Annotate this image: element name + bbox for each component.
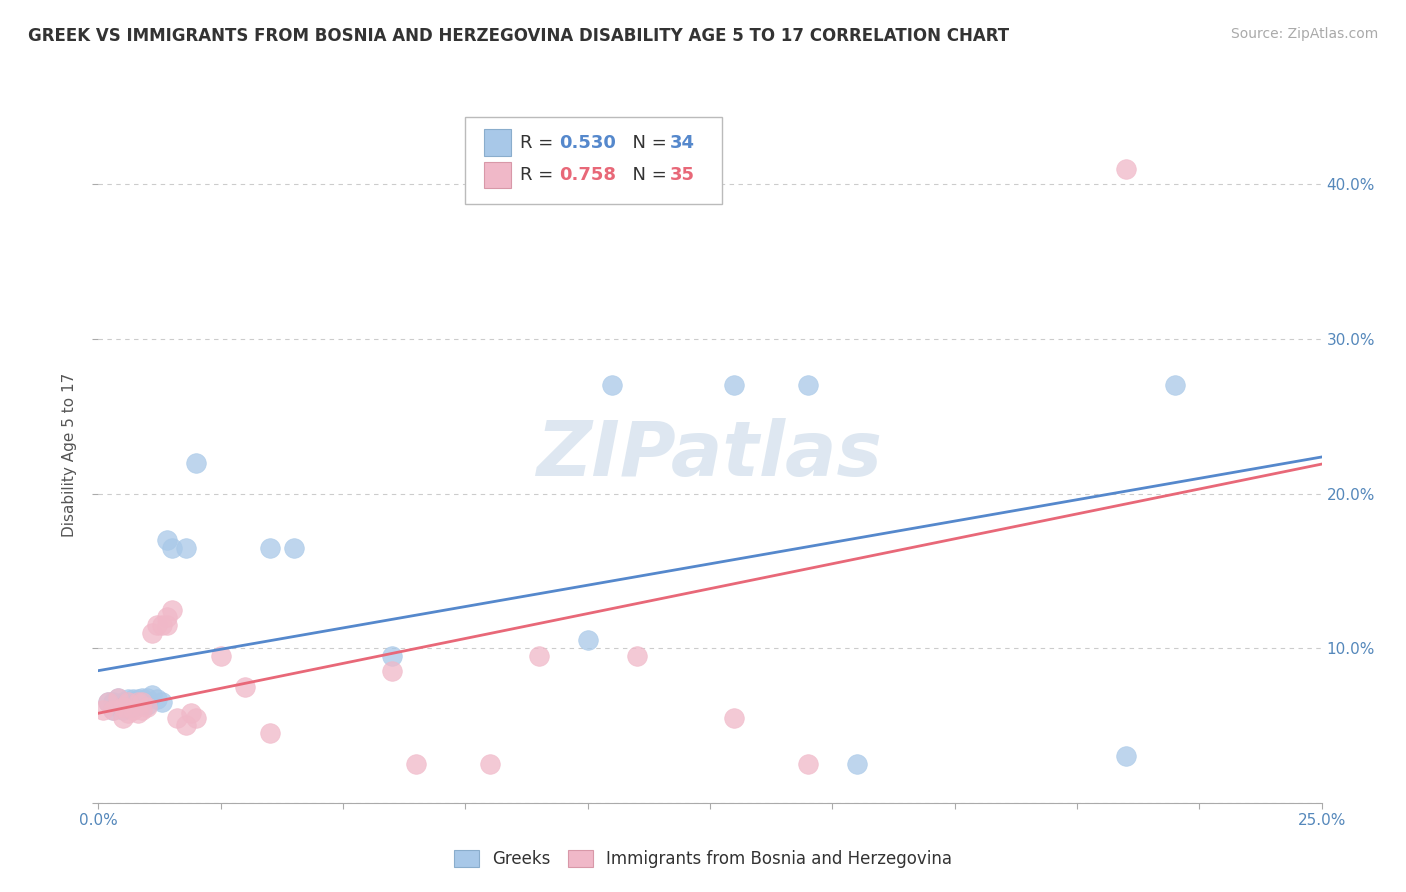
Point [136, 698, 159, 713]
Point [121, 692, 143, 706]
Point [101, 703, 124, 717]
Point [131, 695, 153, 709]
Text: Source: ZipAtlas.com: Source: ZipAtlas.com [1230, 27, 1378, 41]
Point [1164, 378, 1187, 392]
Point [259, 541, 281, 555]
Text: R =: R = [520, 134, 560, 152]
Point [117, 706, 139, 720]
Point [111, 700, 134, 714]
Point [1115, 161, 1137, 176]
Point [233, 680, 256, 694]
Point [121, 703, 143, 717]
Point [141, 688, 163, 702]
Point [146, 692, 169, 706]
Point [107, 690, 129, 705]
Point [381, 648, 404, 663]
Point [127, 692, 149, 706]
Text: N =: N = [620, 134, 672, 152]
Point [478, 757, 501, 772]
Point [146, 618, 169, 632]
Point [101, 703, 124, 717]
Point [283, 541, 305, 555]
Point [117, 695, 139, 709]
Point [97, 695, 120, 709]
Point [117, 692, 139, 706]
Point [107, 690, 129, 705]
Point [136, 690, 159, 705]
Point [259, 726, 281, 740]
Point [131, 690, 153, 705]
Point [845, 757, 868, 772]
Point [381, 665, 404, 679]
Text: N =: N = [620, 166, 672, 185]
Point [111, 695, 134, 709]
Point [186, 456, 208, 470]
Point [797, 378, 820, 392]
Point [176, 541, 198, 555]
Text: 0.758: 0.758 [560, 166, 617, 185]
Point [131, 703, 153, 717]
FancyBboxPatch shape [484, 162, 510, 188]
FancyBboxPatch shape [484, 129, 510, 156]
Point [121, 700, 143, 714]
Point [107, 700, 129, 714]
Point [600, 378, 623, 392]
Point [156, 618, 179, 632]
Text: GREEK VS IMMIGRANTS FROM BOSNIA AND HERZEGOVINA DISABILITY AGE 5 TO 17 CORRELATI: GREEK VS IMMIGRANTS FROM BOSNIA AND HERZ… [28, 27, 1010, 45]
Point [166, 711, 188, 725]
Point [131, 695, 153, 709]
Point [209, 648, 232, 663]
Point [91, 703, 114, 717]
Point [1115, 749, 1137, 764]
Point [150, 695, 173, 709]
Point [626, 648, 648, 663]
Point [797, 757, 820, 772]
Point [576, 633, 599, 648]
Point [111, 711, 134, 725]
Point [127, 698, 149, 713]
Point [141, 625, 163, 640]
Point [527, 648, 550, 663]
Point [127, 706, 149, 720]
Text: 0.530: 0.530 [560, 134, 616, 152]
Point [160, 541, 183, 555]
Point [101, 695, 124, 709]
Point [111, 703, 134, 717]
Point [127, 695, 149, 709]
Point [723, 378, 745, 392]
Text: 35: 35 [669, 166, 695, 185]
Point [150, 618, 173, 632]
Text: R =: R = [520, 166, 560, 185]
Point [97, 695, 120, 709]
Point [723, 711, 745, 725]
Point [405, 757, 427, 772]
Point [117, 698, 139, 713]
Point [156, 610, 179, 624]
Point [180, 706, 202, 720]
Legend: Greeks, Immigrants from Bosnia and Herzegovina: Greeks, Immigrants from Bosnia and Herze… [447, 843, 959, 875]
Y-axis label: Disability Age 5 to 17: Disability Age 5 to 17 [62, 373, 77, 537]
FancyBboxPatch shape [465, 118, 723, 204]
Point [176, 718, 198, 732]
Point [160, 602, 183, 616]
Text: 34: 34 [669, 134, 695, 152]
Point [136, 700, 159, 714]
Point [186, 711, 208, 725]
Point [156, 533, 179, 547]
Text: ZIPatlas: ZIPatlas [537, 418, 883, 491]
